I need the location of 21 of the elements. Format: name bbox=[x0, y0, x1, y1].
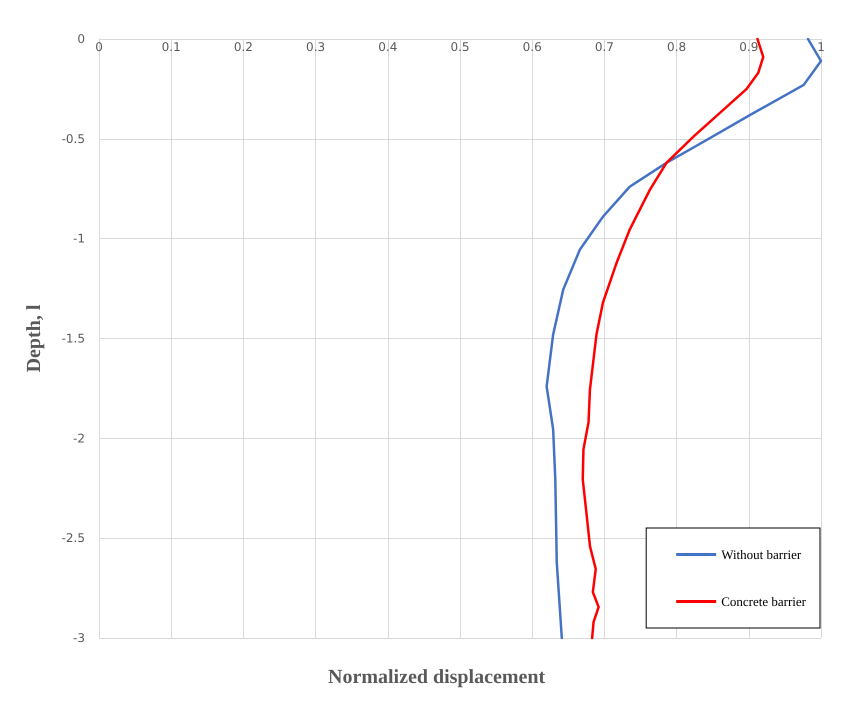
x-tick-label: 0.8 bbox=[667, 40, 686, 54]
x-tick-label: 1 bbox=[817, 40, 825, 54]
x-tick-label: 0.4 bbox=[378, 40, 398, 54]
x-tick-label: 0.1 bbox=[162, 40, 181, 54]
y-tick-label: -2 bbox=[73, 431, 85, 446]
x-axis-title: Normalized displacement bbox=[328, 666, 546, 688]
legend-label: Concrete barrier bbox=[721, 594, 807, 609]
y-tick-label: -0.5 bbox=[62, 132, 85, 146]
y-tick-label: -1 bbox=[73, 232, 85, 246]
x-tick-label: 0.3 bbox=[306, 40, 326, 54]
x-tick-label: 0 bbox=[95, 40, 103, 54]
x-tick-label: 0.9 bbox=[739, 40, 758, 54]
x-tick-label: 0.2 bbox=[234, 40, 253, 54]
y-tick-label: -1.5 bbox=[62, 332, 85, 346]
legend-label: Without barrier bbox=[721, 547, 802, 562]
y-axis-title: Depth, l bbox=[23, 304, 45, 372]
y-tick-label: -3 bbox=[73, 631, 85, 645]
y-tick-label: -2.5 bbox=[62, 531, 85, 546]
x-tick-label: 0.7 bbox=[594, 40, 614, 54]
x-tick-label: 0.6 bbox=[522, 40, 542, 54]
x-tick-label: 0.5 bbox=[450, 40, 470, 54]
